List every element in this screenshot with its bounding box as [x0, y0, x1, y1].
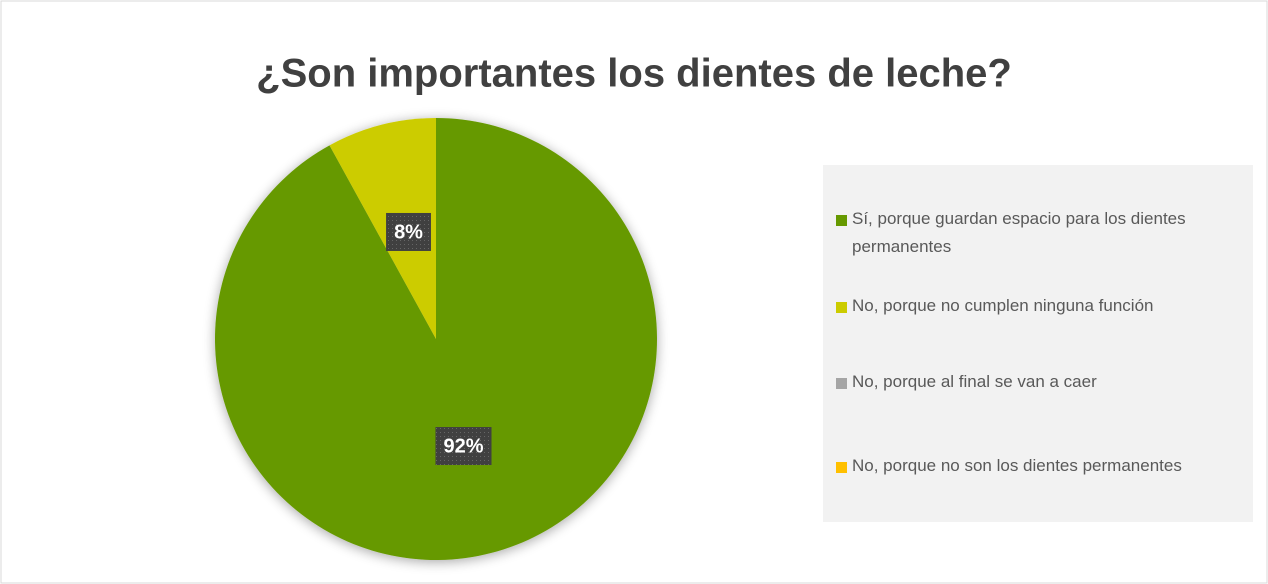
legend-swatch [836, 302, 847, 313]
pie [215, 118, 657, 560]
chart-title: ¿Son importantes los dientes de leche? [256, 52, 1012, 96]
legend-line: No, porque no son los dientes permanente… [852, 456, 1182, 475]
legend-swatch [836, 378, 847, 389]
legend-swatch [836, 215, 847, 226]
legend-line: No, porque no cumplen ninguna función [852, 296, 1154, 315]
data-label-box [435, 427, 492, 466]
data-label: 92% [443, 435, 483, 457]
legend-box [823, 165, 1253, 522]
legend-swatch [836, 462, 847, 473]
pie-slice [329, 118, 436, 339]
data-label: 8% [394, 221, 423, 243]
legend-label: No, porque no son los dientes permanente… [852, 456, 1182, 475]
legend-label: No, porque al final se van a caer [852, 372, 1097, 391]
legend-label: No, porque no cumplen ninguna función [852, 296, 1154, 315]
legend-label: Sí, porque guardan espacio para los dien… [852, 209, 1186, 256]
legend-line: No, porque al final se van a caer [852, 372, 1097, 391]
legend-line: permanentes [852, 237, 951, 256]
legend-line: Sí, porque guardan espacio para los dien… [852, 209, 1186, 228]
data-label-box [386, 212, 431, 251]
